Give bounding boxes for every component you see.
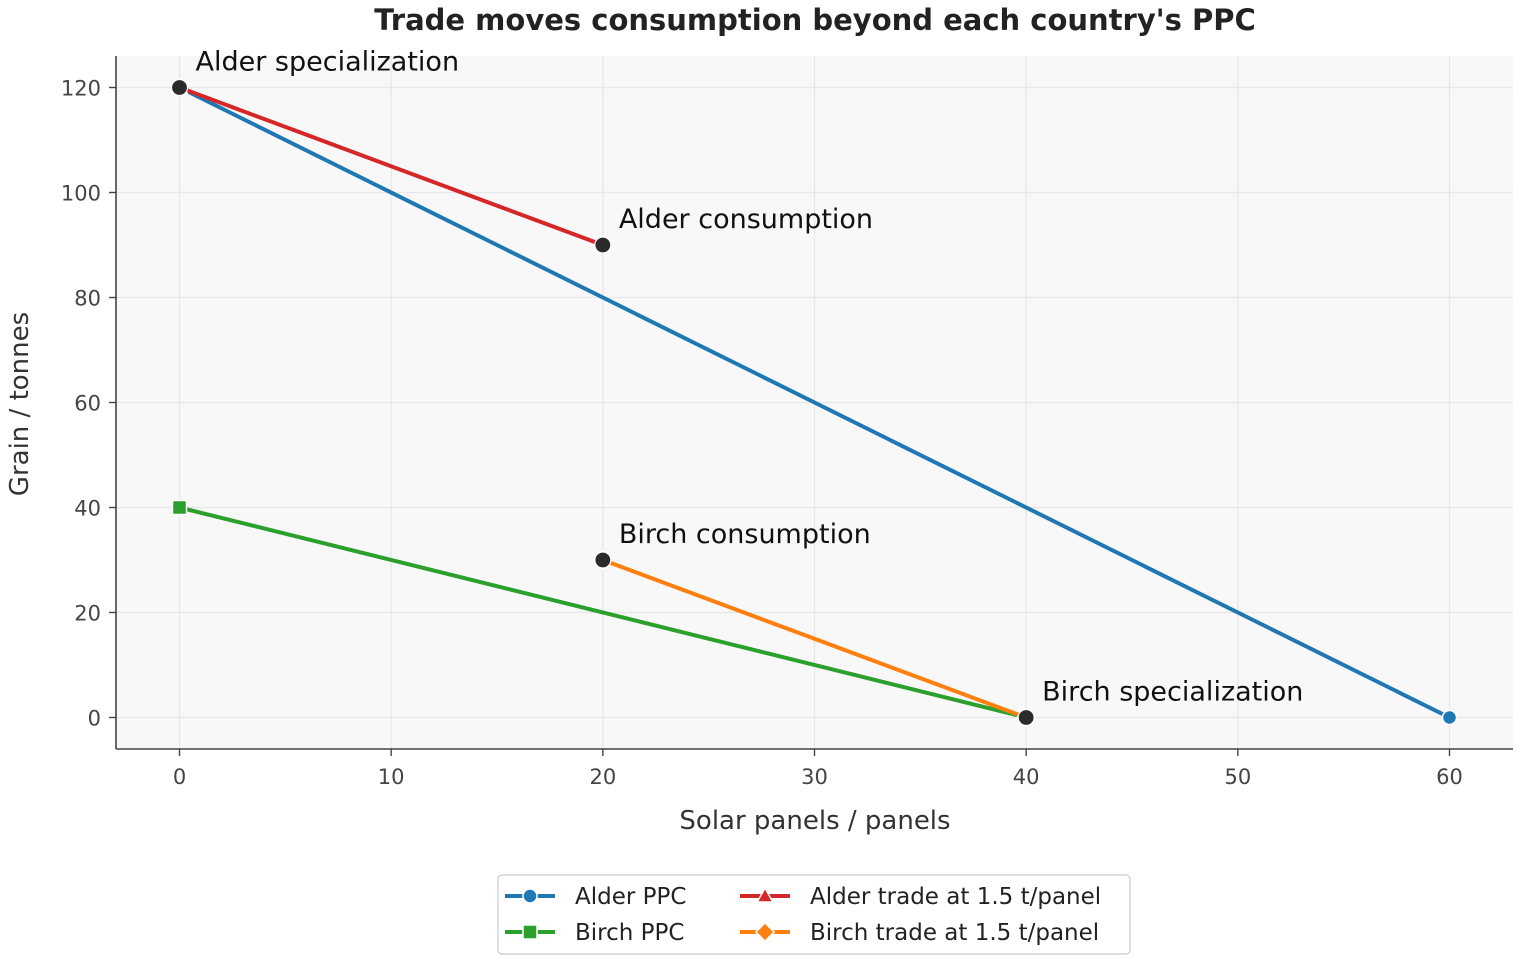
series-line (177, 85, 605, 247)
legend-item-alder-ppc: Alder PPC (505, 884, 686, 910)
annotation-point (1017, 708, 1035, 727)
x-tick-label: 20 (589, 765, 616, 789)
x-axis-label: Solar panels / panels (679, 806, 950, 836)
x-tick-label: 50 (1224, 765, 1251, 789)
legend-item-birch-ppc: Birch PPC (505, 920, 684, 946)
y-tick-label: 40 (74, 497, 101, 521)
y-ticks: 0 20 40 60 80 100 120 (61, 77, 116, 731)
annotation-label: Birch specialization (1042, 677, 1303, 708)
chart-title: Trade moves consumption beyond each coun… (374, 3, 1256, 37)
data-point (1441, 709, 1458, 726)
annotation-label: Alder consumption (619, 204, 873, 235)
series-line (600, 558, 1029, 720)
x-tick-label: 30 (801, 765, 828, 789)
annotations-layer: Alder specialization Alder consumption Bir… (170, 47, 1303, 727)
y-axis-label: Grain / tonnes (5, 312, 35, 496)
y-tick-label: 20 (74, 602, 101, 626)
annotation-label: Alder specialization (196, 47, 460, 78)
x-tick-label: 0 (173, 765, 186, 789)
x-tick-label: 60 (1436, 765, 1463, 789)
x-ticks: 0 10 20 30 40 50 60 (173, 749, 1463, 789)
legend-swatch-marker (756, 886, 774, 903)
y-tick-label: 60 (74, 392, 101, 416)
y-tick-label: 100 (61, 182, 101, 206)
annotation-point (594, 551, 612, 569)
y-tick-label: 0 (88, 707, 101, 731)
annotation-point (594, 236, 612, 254)
annotation-label: Birch consumption (619, 519, 871, 550)
annotation-point (170, 78, 189, 97)
legend-item-birch-trade-at-1-5-t-panel: Birch trade at 1.5 t/panel (740, 920, 1099, 946)
legend-swatch-marker (522, 924, 538, 940)
legend-label: Birch PPC (575, 920, 684, 946)
legend-label: Birch trade at 1.5 t/panel (810, 920, 1099, 946)
series-layer (170, 77, 1458, 728)
legend-box (497, 874, 1131, 955)
legend-swatch-marker (754, 921, 776, 943)
data-point (171, 499, 188, 516)
legend-swatch-marker (522, 888, 538, 904)
series-line (177, 85, 1452, 720)
y-tick-label: 120 (61, 77, 101, 101)
legend-label: Alder PPC (575, 884, 686, 910)
y-tick-label: 80 (74, 287, 101, 311)
x-tick-label: 10 (378, 765, 405, 789)
legend-label: Alder trade at 1.5 t/panel (810, 884, 1101, 910)
legend: Alder PPC Birch PPC Alder trade at 1.5 t/p… (497, 874, 1131, 955)
x-tick-label: 40 (1013, 765, 1040, 789)
legend-item-alder-trade-at-1-5-t-panel: Alder trade at 1.5 t/panel (740, 884, 1101, 910)
series-line (177, 505, 1029, 720)
